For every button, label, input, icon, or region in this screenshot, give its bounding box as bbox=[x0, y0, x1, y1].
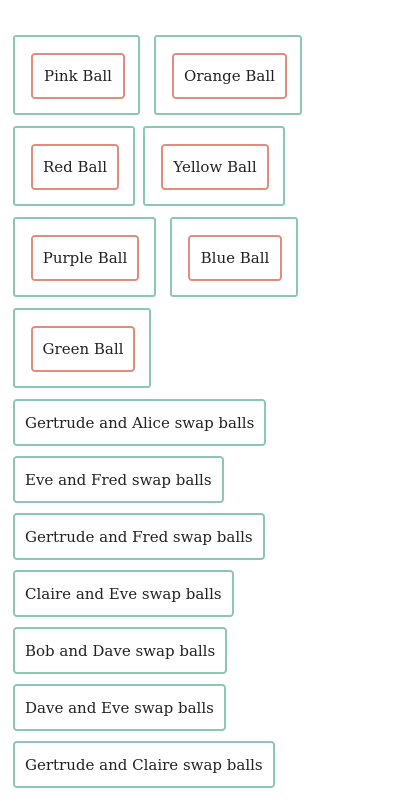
swap-button[interactable]: Eve and Fred swap balls bbox=[13, 456, 224, 503]
orange-ball-button[interactable]: Orange Ball bbox=[172, 53, 287, 99]
player-slot: Orange Ball bbox=[154, 35, 302, 115]
player-slot: Pink Ball bbox=[13, 35, 140, 115]
player-slot: Blue Ball bbox=[170, 217, 298, 297]
player-slot: Purple Ball bbox=[13, 217, 156, 297]
ball-grid: Pink Ball Orange Ball Red Ball Yellow Ba… bbox=[13, 35, 393, 399]
pink-ball-button[interactable]: Pink Ball bbox=[31, 53, 125, 99]
swap-button[interactable]: Gertrude and Alice swap balls bbox=[13, 399, 267, 446]
ball-row: Pink Ball Orange Ball bbox=[13, 35, 393, 115]
player-slot: Green Ball bbox=[13, 308, 151, 388]
green-ball-button[interactable]: Green Ball bbox=[31, 326, 135, 372]
blue-ball-button[interactable]: Blue Ball bbox=[188, 235, 282, 281]
swap-button[interactable]: Gertrude and Claire swap balls bbox=[13, 741, 275, 788]
ball-row: Purple Ball Blue Ball bbox=[13, 217, 393, 297]
red-ball-button[interactable]: Red Ball bbox=[31, 144, 119, 190]
swap-button[interactable]: Dave and Eve swap balls bbox=[13, 684, 226, 731]
ball-row: Red Ball Yellow Ball bbox=[13, 126, 393, 206]
yellow-ball-button[interactable]: Yellow Ball bbox=[161, 144, 269, 190]
swap-list: Gertrude and Alice swap balls Eve and Fr… bbox=[13, 399, 275, 798]
ball-row: Green Ball bbox=[13, 308, 393, 388]
player-slot: Yellow Ball bbox=[143, 126, 285, 206]
swap-button[interactable]: Gertrude and Fred swap balls bbox=[13, 513, 265, 560]
swap-button[interactable]: Bob and Dave swap balls bbox=[13, 627, 228, 674]
player-slot: Red Ball bbox=[13, 126, 135, 206]
swap-button[interactable]: Claire and Eve swap balls bbox=[13, 570, 234, 617]
purple-ball-button[interactable]: Purple Ball bbox=[31, 235, 139, 281]
